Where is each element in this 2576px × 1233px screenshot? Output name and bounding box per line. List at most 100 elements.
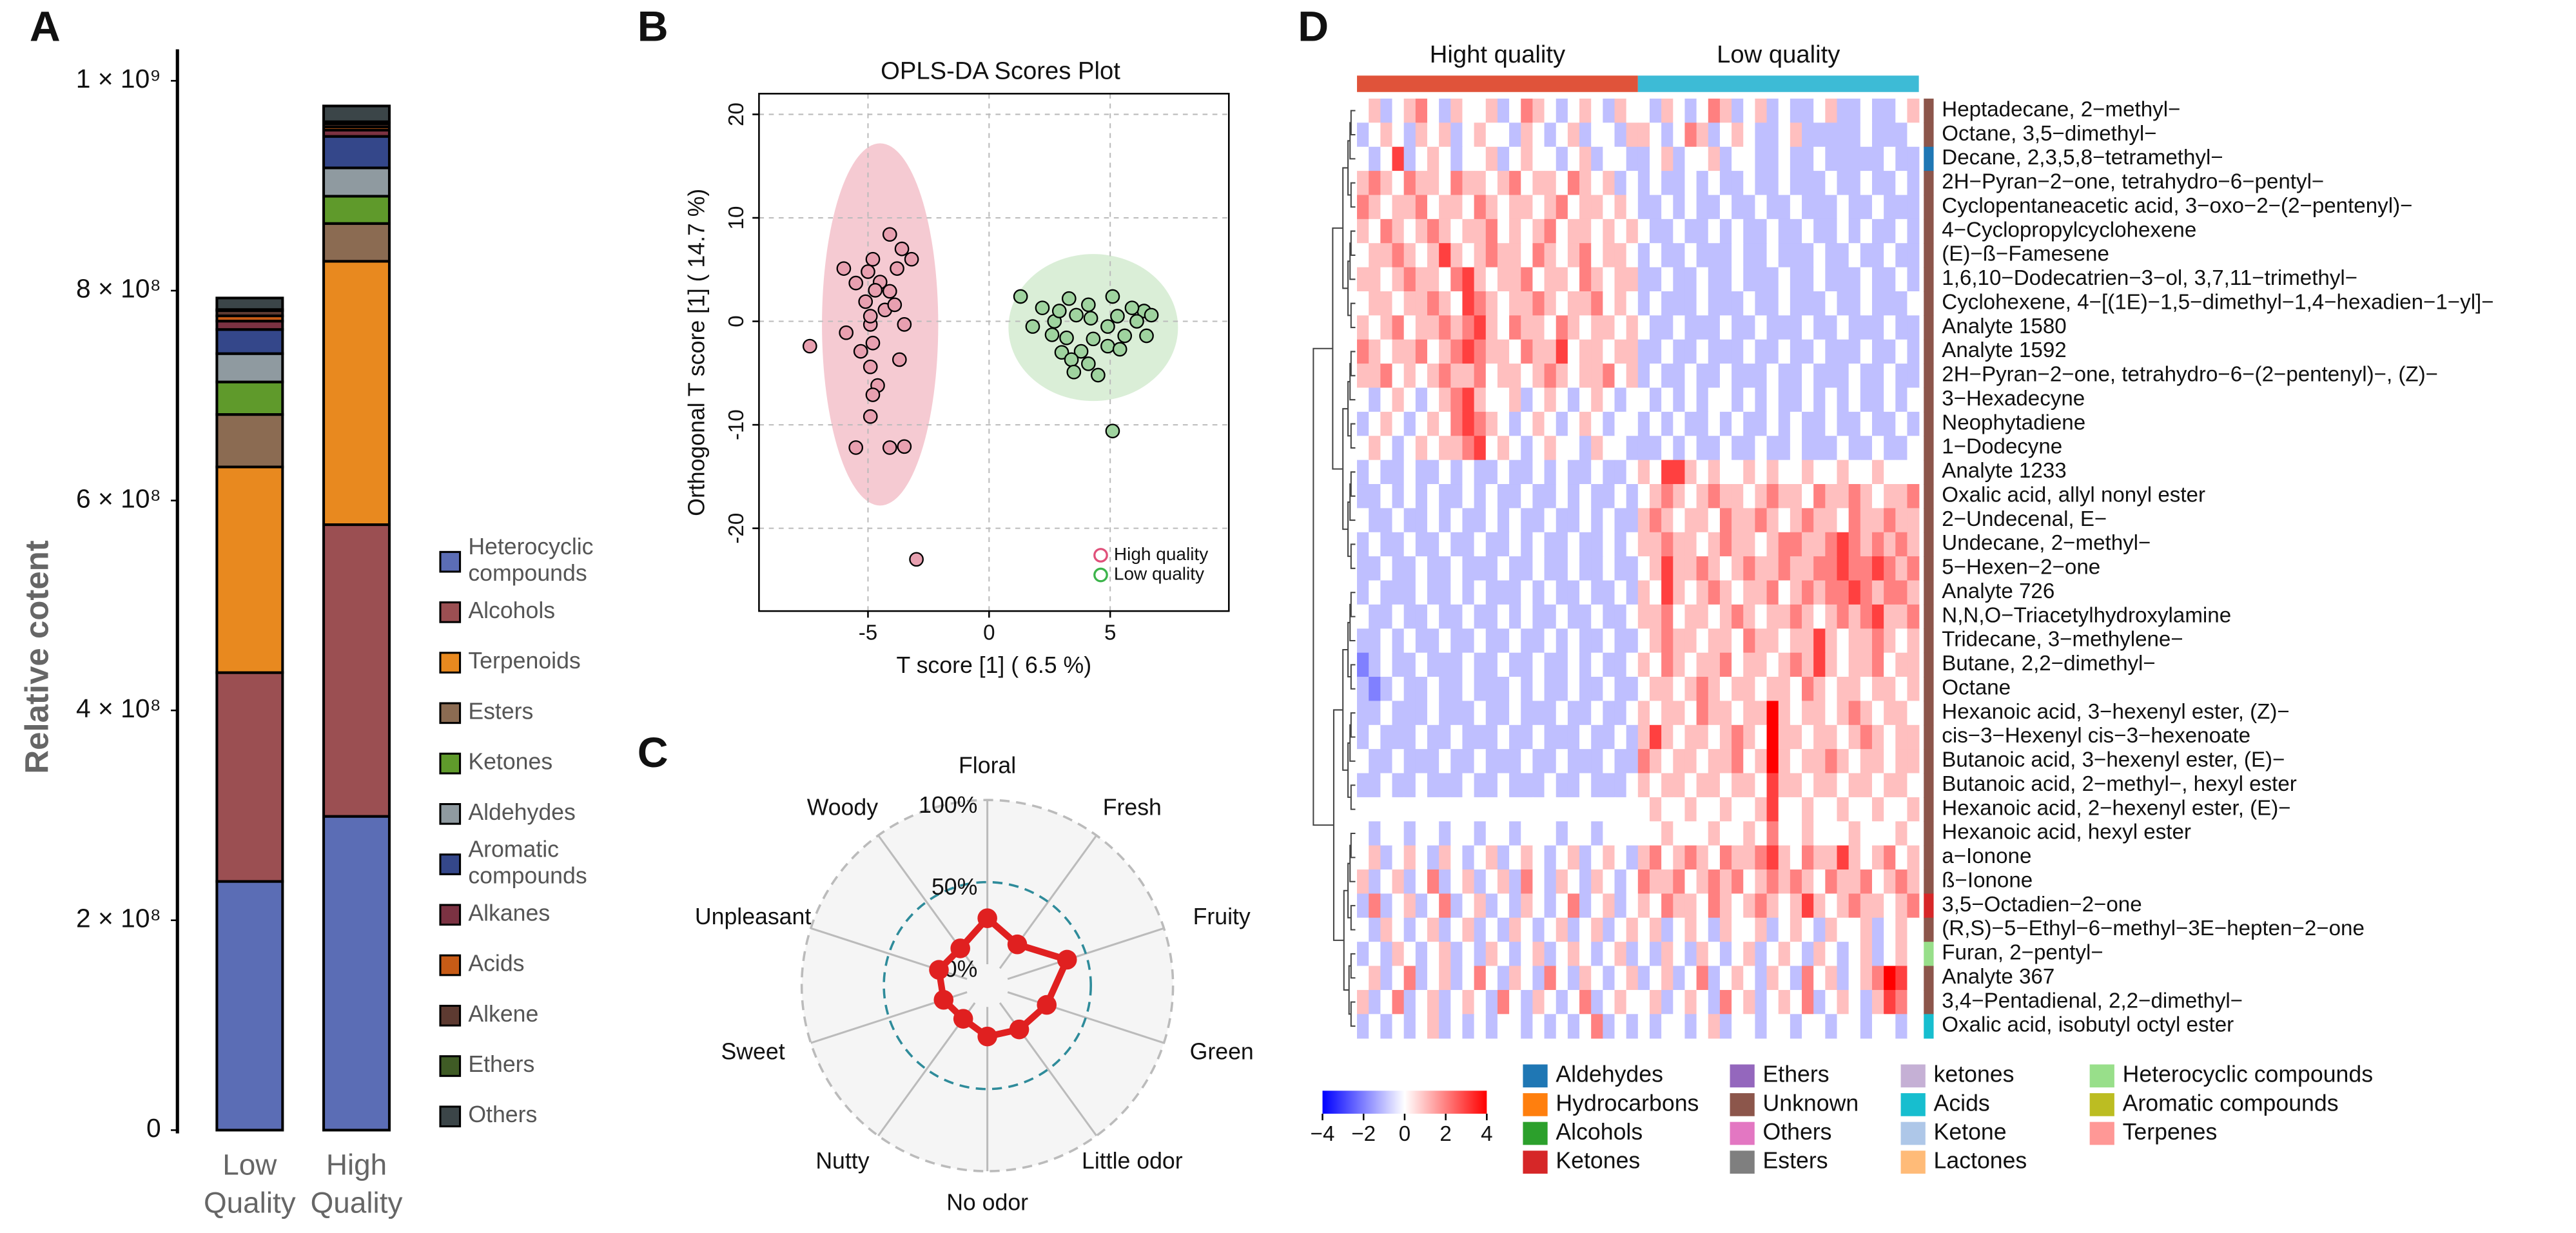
heatmap-cell	[1591, 989, 1604, 1015]
heatmap-cell	[1802, 1014, 1814, 1039]
heatmap-cell	[1369, 315, 1381, 340]
heatmap-cell	[1837, 218, 1849, 244]
heatmap-cell	[1357, 580, 1369, 605]
heatmap-cell	[1509, 917, 1522, 942]
heatmap-cell	[1392, 604, 1405, 630]
heatmap-cell	[1579, 218, 1592, 244]
heatmap-cell	[1766, 628, 1779, 654]
heatmap-cell	[1509, 869, 1522, 895]
heatmap-cell	[1813, 532, 1826, 557]
heatmap-cell	[1532, 315, 1545, 340]
heatmap-cell	[1684, 821, 1697, 846]
heatmap-cell	[1743, 845, 1756, 870]
heatmap-cell	[1813, 869, 1826, 895]
heatmap-cell	[1637, 146, 1650, 171]
heatmap-cell	[1567, 773, 1580, 798]
heatmap-cell	[1380, 1014, 1393, 1039]
heatmap-cell	[1614, 821, 1627, 846]
text-line: High	[326, 1148, 387, 1181]
heatmap-cell	[1450, 460, 1463, 485]
heatmap-cell	[1661, 436, 1674, 461]
data-point	[1100, 338, 1115, 354]
heatmap-cell	[1895, 146, 1908, 171]
heatmap-cell	[1509, 484, 1522, 509]
heatmap-cell	[1743, 532, 1756, 557]
heatmap-cell	[1825, 942, 1838, 967]
heatmap-cell	[1357, 364, 1369, 389]
heatmap-cell	[1708, 989, 1721, 1015]
heatmap-cell	[1532, 917, 1545, 942]
heatmap-cell	[1626, 315, 1639, 340]
heatmap-cell	[1802, 532, 1814, 557]
heatmap-cell	[1696, 1014, 1709, 1039]
heatmap-cell	[1485, 146, 1498, 171]
heatmap-cell	[1462, 893, 1475, 918]
heatmap-cell	[1743, 749, 1756, 774]
heatmap-cell	[1521, 797, 1534, 822]
heatmap-cell	[1427, 171, 1439, 196]
heatmap-cell	[1790, 98, 1802, 124]
data-point	[897, 317, 912, 332]
heatmap-cell	[1369, 218, 1381, 244]
row-label: 4−Cyclopropylcyclohexene	[1942, 218, 2196, 242]
heatmap-cell	[1884, 797, 1897, 822]
heatmap-cell	[1415, 411, 1428, 437]
heatmap-cell	[1462, 218, 1475, 244]
heatmap-cell	[1743, 364, 1756, 389]
heatmap-cell	[1649, 243, 1662, 268]
heatmap-cell	[1509, 411, 1522, 437]
row-group-cell	[1924, 773, 1934, 798]
heatmap-cell	[1567, 195, 1580, 220]
heatmap-cell	[1427, 869, 1439, 895]
heatmap-cell	[1415, 508, 1428, 533]
heatmap-cell	[1661, 604, 1674, 630]
heatmap-cell	[1485, 749, 1498, 774]
row-group-cell	[1924, 339, 1934, 364]
heatmap-cell	[1474, 411, 1487, 437]
row-label: (R,S)−5−Ethyl−6−methyl−3E−hepten−2−one	[1942, 917, 2365, 940]
heatmap-cell	[1813, 821, 1826, 846]
heatmap-cell	[1649, 1014, 1662, 1039]
heatmap-cell	[1462, 411, 1475, 437]
heatmap-cell	[1591, 218, 1604, 244]
heatmap-cell	[1439, 436, 1452, 461]
heatmap-cell	[1778, 460, 1791, 485]
legend-label: Esters	[1763, 1148, 1828, 1174]
heatmap-cell	[1743, 339, 1756, 364]
heatmap-cell	[1802, 98, 1814, 124]
y-tick-label: 1 × 10⁹	[76, 64, 161, 93]
heatmap-cell	[1439, 364, 1452, 389]
heatmap-cell	[1696, 580, 1709, 605]
heatmap-cell	[1708, 98, 1721, 124]
heatmap-cell	[1790, 267, 1802, 292]
heatmap-cell	[1743, 146, 1756, 171]
heatmap-cell	[1567, 628, 1580, 654]
plot-frame	[758, 93, 1230, 612]
heatmap-cell	[1450, 893, 1463, 918]
heatmap-cell	[1369, 291, 1381, 316]
heatmap-cell	[1614, 701, 1627, 726]
heatmap-cell	[1462, 146, 1475, 171]
heatmap-cell	[1637, 724, 1650, 750]
heatmap-cell	[1848, 315, 1861, 340]
heatmap-cell	[1521, 917, 1534, 942]
x-tick-label: Low Quality	[204, 1148, 296, 1219]
heatmap-cell	[1603, 339, 1615, 364]
row-label: Tridecane, 3−methylene−	[1942, 628, 2183, 652]
color-key-label: −2	[1351, 1122, 1376, 1146]
heatmap-cell	[1790, 436, 1802, 461]
bar-segment	[322, 195, 391, 225]
heatmap-cell	[1661, 315, 1674, 340]
heatmap-cell	[1637, 893, 1650, 918]
heatmap-cell	[1860, 989, 1873, 1015]
heatmap-cell	[1673, 966, 1686, 991]
heatmap-cell	[1439, 146, 1452, 171]
heatmap-cell	[1392, 98, 1405, 124]
heatmap-cell	[1603, 989, 1615, 1015]
legend-label: Unknown	[1763, 1090, 1859, 1116]
data-point	[1066, 364, 1082, 380]
heatmap-cell	[1848, 821, 1861, 846]
heatmap-cell	[1708, 966, 1721, 991]
heatmap-cell	[1778, 436, 1791, 461]
heatmap-cell	[1825, 218, 1838, 244]
